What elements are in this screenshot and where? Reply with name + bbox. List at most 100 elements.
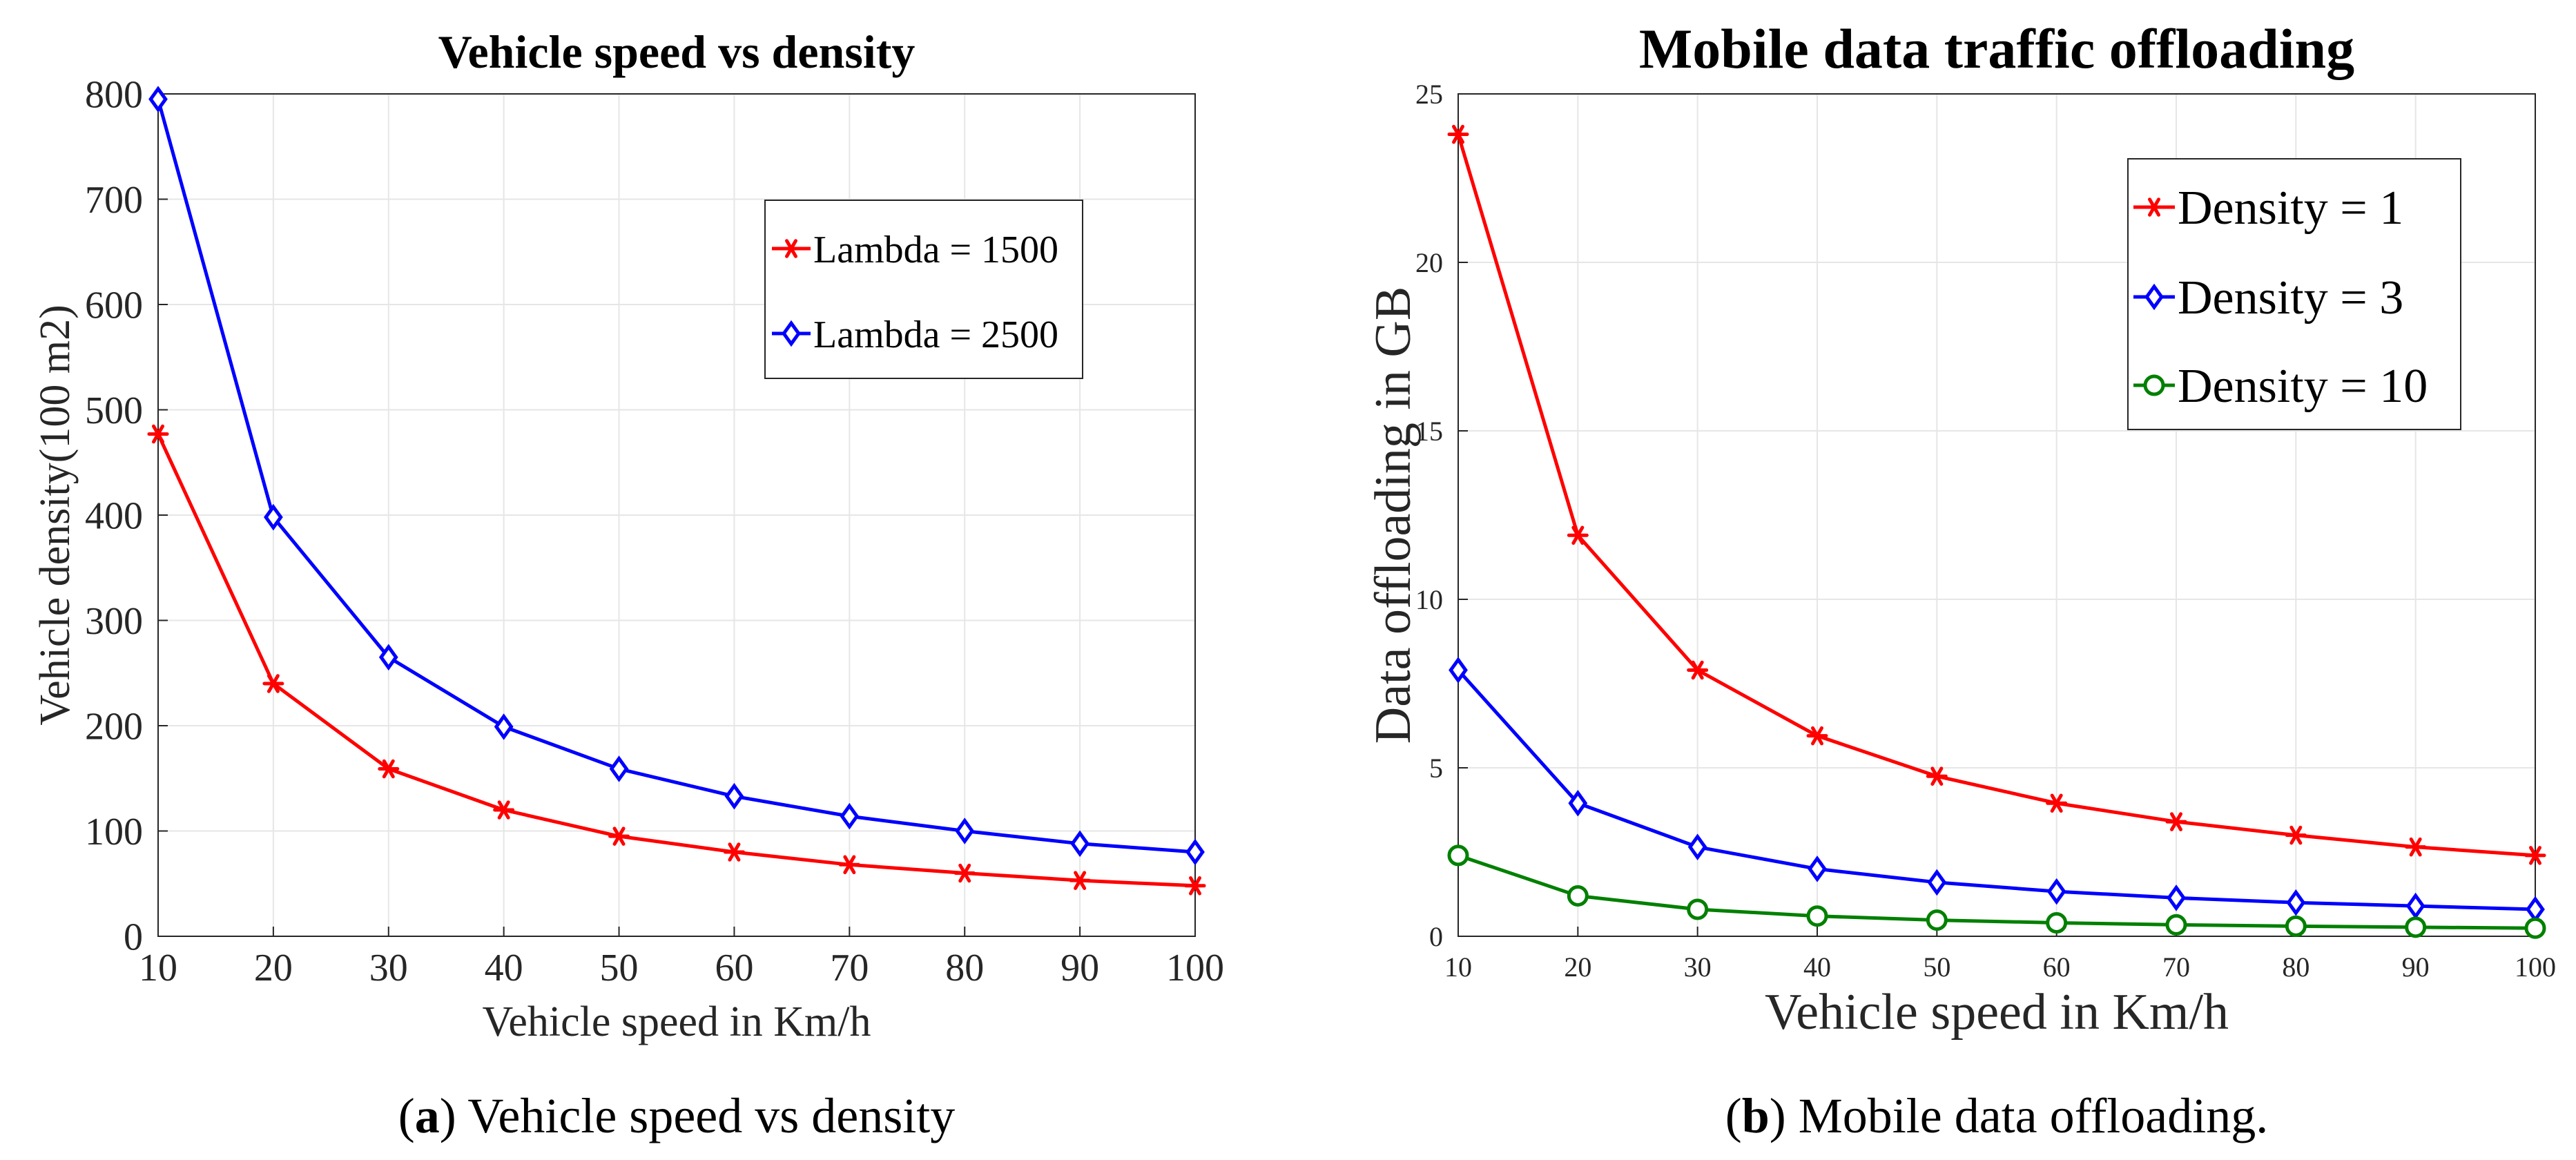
star-marker [780, 239, 802, 258]
star-marker [262, 674, 284, 693]
diamond-marker [2144, 283, 2164, 311]
chart-title: Vehicle speed vs density [438, 26, 916, 78]
y-tick-label: 0 [124, 916, 143, 959]
y-tick-label: 700 [85, 179, 143, 222]
caption-text: Vehicle speed vs density [467, 1088, 955, 1143]
legend: Lambda = 1500 Lambda = 2500 [764, 200, 1083, 379]
x-tick-label: 40 [1803, 951, 1831, 983]
x-tick-label: 70 [2162, 951, 2190, 983]
circle-marker [2046, 911, 2068, 934]
star-marker [1567, 525, 1589, 545]
diamond-marker [840, 802, 860, 830]
diamond-marker [1449, 657, 1468, 684]
series-line [1456, 133, 2536, 858]
caption-letter: a [415, 1088, 440, 1143]
diamond-marker [378, 644, 398, 671]
diamond-marker [1808, 856, 1827, 882]
star-marker [608, 826, 630, 846]
star-marker [2524, 846, 2546, 865]
diamond-marker [724, 782, 744, 810]
y-axis-label: Vehicle density(100 m2) [32, 304, 79, 726]
circle-marker [2165, 914, 2187, 936]
x-tick-label: 60 [715, 947, 753, 989]
diamond-marker [1568, 789, 1588, 817]
x-tick-label: 100 [2515, 951, 2556, 983]
star-marker [1184, 876, 1206, 896]
star-marker [2165, 812, 2187, 831]
y-tick-label: 20 [1415, 247, 1443, 278]
caption-text: Mobile data offloading. [1799, 1088, 2269, 1143]
legend-box [764, 200, 1083, 379]
star-marker [2285, 825, 2307, 845]
x-tick-label: 40 [485, 947, 523, 989]
star-marker [780, 239, 802, 258]
diamond-marker [1927, 869, 1947, 896]
y-tick-label: 25 [1415, 79, 1443, 110]
star-marker [1806, 726, 1828, 746]
legend-label: Lambda = 1500 [813, 229, 1058, 271]
diamond-marker [782, 320, 801, 347]
star-marker [2405, 837, 2427, 857]
star-marker [493, 800, 515, 820]
caption-letter: b [1742, 1088, 1770, 1143]
diamond-marker [2405, 892, 2425, 920]
caption-b: (b) Mobile data offloading. [1725, 1088, 2269, 1143]
legend: Density = 1 Density = 3 Density = 10 [2127, 158, 2461, 430]
plot-frame [1458, 93, 2536, 937]
diamond-marker [1070, 830, 1090, 858]
circle-marker [1687, 898, 1709, 920]
legend-label: Density = 1 [2178, 182, 2403, 235]
star-marker [2143, 197, 2165, 217]
circle-marker [2405, 916, 2427, 938]
x-axis-label: Vehicle speed in Km/h [1765, 984, 2229, 1041]
x-tick-label: 100 [1166, 947, 1224, 989]
star-marker [953, 863, 976, 883]
caption-a: (a) Vehicle speed vs density [398, 1088, 956, 1143]
star-marker [1447, 124, 1469, 144]
legend-entry-lambda-2500: Lambda = 2500 [772, 313, 1058, 356]
y-tick-label: 400 [85, 495, 143, 538]
diamond-marker [148, 86, 168, 113]
diamond-marker [609, 755, 629, 782]
chart-data-offloading: 0 5 10 15 20 25 10 20 30 40 50 60 70 80 90 100 Mobile … [1365, 17, 2556, 1143]
diamond-marker [2144, 283, 2164, 311]
diamond-marker [264, 503, 283, 531]
y-tick-label: 300 [85, 600, 143, 643]
diamond-marker [1687, 833, 1707, 860]
y-tick-label: 200 [85, 706, 143, 748]
y-tick-labels: 0 100 200 300 400 500 600 700 800 [85, 74, 168, 959]
y-tick-label: 15 [1415, 416, 1443, 447]
x-tick-label: 20 [1564, 951, 1591, 983]
star-marker [838, 855, 860, 875]
y-tick-label: 100 [85, 811, 143, 853]
star-marker [723, 842, 745, 862]
series-layer [147, 86, 1206, 896]
legend-label: Density = 3 [2178, 271, 2403, 325]
series-line [1457, 668, 2536, 911]
x-tick-label: 70 [830, 947, 869, 989]
star-marker [2046, 793, 2068, 813]
circle-marker [1926, 909, 1948, 931]
star-marker [378, 759, 400, 779]
x-axis-label: Vehicle speed in Km/h [482, 998, 871, 1045]
diamond-marker [782, 320, 801, 347]
star-marker [1069, 871, 1091, 890]
x-tick-label: 10 [1444, 951, 1472, 983]
x-tick-label: 60 [2043, 951, 2071, 983]
circle-marker [1806, 905, 1828, 927]
circle-marker [1447, 844, 1469, 867]
star-marker [147, 424, 169, 444]
diamond-marker [2046, 878, 2066, 905]
diamond-marker [494, 713, 514, 740]
star-marker [1926, 766, 1948, 786]
x-tick-label: 80 [945, 947, 984, 989]
x-tick-labels: 10 20 30 40 50 60 70 80 90 100 [1444, 927, 2556, 983]
x-tick-label: 50 [1923, 951, 1950, 983]
circle-marker [2143, 374, 2165, 396]
diamond-marker [1185, 838, 1205, 866]
circle-marker [2143, 374, 2165, 396]
star-marker [1687, 660, 1709, 680]
circle-marker [2524, 917, 2546, 939]
x-tick-label: 50 [600, 947, 639, 989]
